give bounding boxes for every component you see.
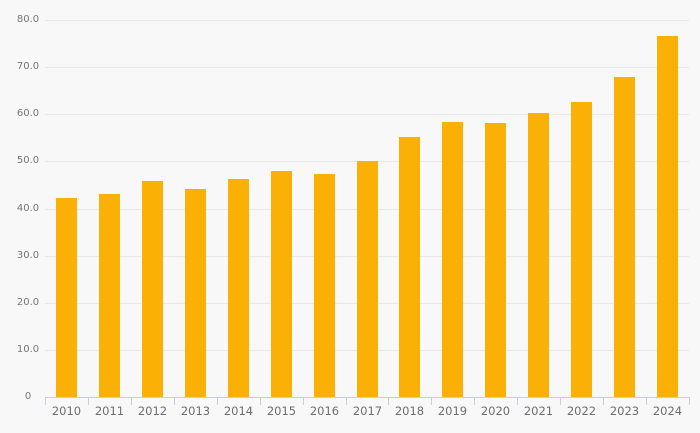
gridline-70 [45,67,689,68]
y-axis-tick-label: 40.0 [16,203,40,214]
y-axis-tick-label: 70.0 [16,61,40,72]
x-axis-tick-label: 2021 [523,404,554,418]
x-axis-tick [45,397,46,405]
x-axis-line [45,397,690,398]
bar-2010[interactable] [56,198,77,397]
bar-2015[interactable] [271,171,292,397]
x-axis-tick [517,397,518,405]
x-axis-tick-label: 2011 [94,404,125,418]
bar-2011[interactable] [99,194,120,397]
bar-2012[interactable] [142,181,163,397]
x-axis-tick-label: 2017 [352,404,383,418]
bar-2023[interactable] [614,77,635,397]
x-axis-tick [689,397,690,405]
x-axis-tick [646,397,647,405]
x-axis-tick [174,397,175,405]
x-axis-tick [388,397,389,405]
x-axis-tick-label: 2024 [652,404,683,418]
x-axis-tick [303,397,304,405]
y-axis-tick-label: 20.0 [16,297,40,308]
x-axis-tick [474,397,475,405]
y-axis-tick-label: 60.0 [16,108,40,119]
bar-2013[interactable] [185,189,206,397]
bar-2019[interactable] [442,122,463,397]
x-axis-tick [431,397,432,405]
bar-2016[interactable] [314,174,335,397]
gridline-60 [45,114,689,115]
x-axis-tick-label: 2014 [223,404,254,418]
x-axis-tick [88,397,89,405]
x-axis-tick-label: 2016 [309,404,340,418]
y-axis-tick-label: 50.0 [16,155,40,166]
x-axis-tick-label: 2012 [137,404,168,418]
x-axis-tick-label: 2015 [266,404,297,418]
bar-2018[interactable] [399,137,420,397]
bar-2017[interactable] [357,161,378,397]
bar-2021[interactable] [528,113,549,397]
y-axis-tick-label: 30.0 [16,250,40,261]
x-axis-tick-label: 2018 [394,404,425,418]
x-axis-tick-label: 2022 [566,404,597,418]
x-axis-tick-label: 2020 [480,404,511,418]
x-axis-tick-label: 2023 [609,404,640,418]
bar-2022[interactable] [571,102,592,397]
bar-2020[interactable] [485,123,506,397]
x-axis-tick [346,397,347,405]
y-axis-tick-label: 0 [24,391,32,402]
x-axis-tick [603,397,604,405]
x-axis-tick [560,397,561,405]
bar-2014[interactable] [228,179,249,397]
x-axis-tick-label: 2010 [51,404,82,418]
y-axis-tick-label: 80.0 [16,14,40,25]
bar-2024[interactable] [657,36,678,397]
y-axis-tick-label: 10.0 [16,344,40,355]
x-axis-tick [217,397,218,405]
x-axis-tick-label: 2013 [180,404,211,418]
x-axis-tick [260,397,261,405]
gridline-80 [45,20,689,21]
x-axis-tick [131,397,132,405]
x-axis-tick-label: 2019 [437,404,468,418]
